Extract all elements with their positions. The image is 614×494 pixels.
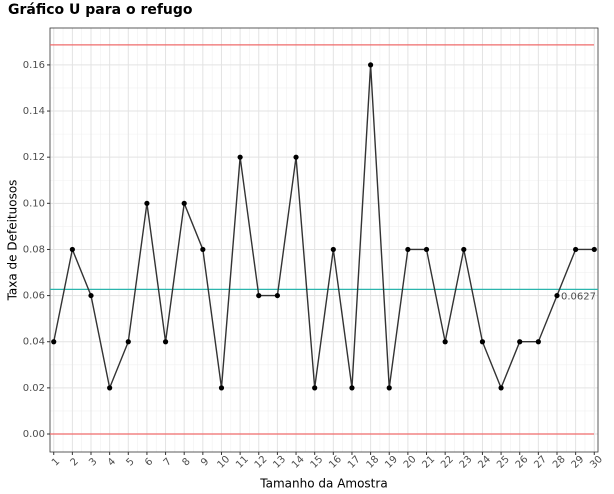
data-point	[535, 339, 541, 345]
y-tick-label: 0.16	[23, 60, 45, 71]
data-point	[386, 385, 392, 391]
x-tick-label: 24	[476, 454, 493, 471]
x-tick-label: 28	[551, 454, 568, 471]
x-tick-label: 29	[570, 454, 587, 471]
data-point	[405, 246, 411, 253]
x-tick-label: 22	[439, 454, 456, 471]
plot-border	[49, 27, 599, 453]
y-tick-label: 0.14	[23, 106, 45, 117]
x-tick-label: 3	[87, 456, 99, 468]
x-tick-label: 23	[458, 454, 475, 471]
data-point	[144, 200, 150, 206]
data-point	[88, 292, 94, 299]
data-point	[442, 339, 448, 345]
x-tick-label: 1	[50, 456, 62, 468]
y-tick-label: 0.00	[23, 429, 45, 440]
data-point	[423, 246, 430, 253]
data-point	[162, 339, 169, 345]
x-tick-label: 12	[253, 454, 270, 471]
data-point	[591, 246, 597, 253]
x-tick-label: 16	[327, 454, 344, 471]
x-tick-label: 6	[143, 456, 155, 468]
y-tick-label: 0.06	[23, 291, 45, 302]
x-tick-label: 9	[199, 456, 211, 468]
data-point	[312, 385, 318, 391]
chart-title: Gráfico U para o refugo	[8, 2, 193, 18]
x-tick-label: 8	[180, 456, 192, 468]
data-point	[573, 246, 579, 253]
x-tick-label: 10	[215, 454, 232, 471]
y-tick-label: 0.02	[23, 383, 45, 394]
x-tick-label: 30	[588, 454, 605, 471]
data-point	[218, 385, 225, 391]
data-point	[349, 385, 355, 391]
data-point	[461, 246, 467, 253]
x-tick-label: 25	[495, 454, 512, 471]
x-tick-label: 17	[346, 454, 363, 471]
data-point	[69, 246, 75, 253]
x-tick-label: 5	[124, 456, 136, 468]
x-tick-label: 13	[271, 454, 288, 471]
data-point	[51, 339, 57, 345]
data-point	[200, 246, 206, 253]
x-tick-label: 15	[309, 454, 326, 471]
x-tick-label: 21	[420, 454, 437, 471]
x-tick-label: 2	[69, 456, 81, 468]
data-point	[256, 292, 262, 299]
data-line	[53, 64, 595, 391]
data-point	[237, 154, 243, 160]
y-axis-title: Taxa de Defeituosos	[6, 180, 20, 302]
x-tick-label: 11	[234, 454, 251, 471]
data-point	[498, 385, 504, 391]
data-point	[554, 292, 560, 299]
data-point	[367, 62, 374, 68]
y-tick-label: 0.10	[23, 198, 45, 209]
x-tick-label: 4	[106, 456, 118, 468]
x-tick-label: 26	[514, 454, 531, 471]
x-tick-label: 27	[532, 454, 549, 471]
y-tick-label: 0.12	[23, 152, 45, 163]
x-tick-label: 18	[365, 454, 382, 471]
y-tick-label: 0.04	[23, 337, 45, 348]
x-tick-label: 7	[162, 456, 174, 468]
x-tick-label: 19	[383, 454, 400, 471]
data-point	[125, 339, 131, 345]
data-point	[274, 292, 281, 299]
data-point	[479, 339, 486, 345]
data-point	[330, 246, 336, 253]
y-tick-label: 0.08	[23, 244, 45, 255]
x-tick-label: 14	[290, 454, 307, 471]
data-point	[107, 385, 113, 391]
x-axis-title: Tamanho da Amostra	[259, 477, 387, 491]
data-point	[517, 339, 523, 345]
center-line-label: 0.0627	[561, 291, 596, 302]
x-tick-label: 20	[402, 454, 419, 471]
data-point	[293, 154, 299, 160]
data-point	[181, 200, 187, 206]
